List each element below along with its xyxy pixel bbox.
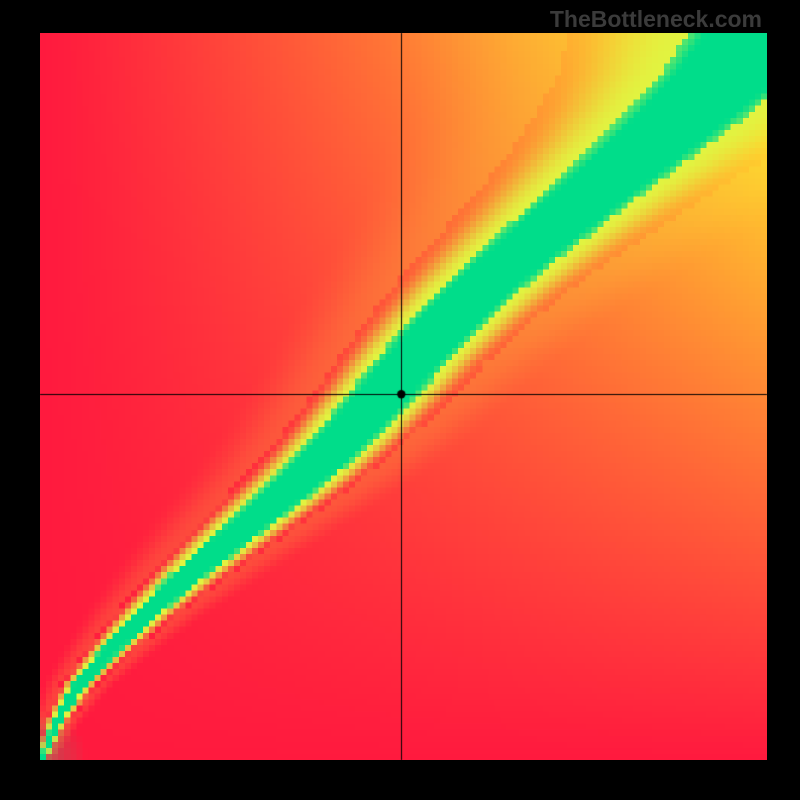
chart-container: TheBottleneck.com: [0, 0, 800, 800]
watermark-text: TheBottleneck.com: [550, 6, 762, 33]
crosshair-overlay: [0, 0, 800, 800]
